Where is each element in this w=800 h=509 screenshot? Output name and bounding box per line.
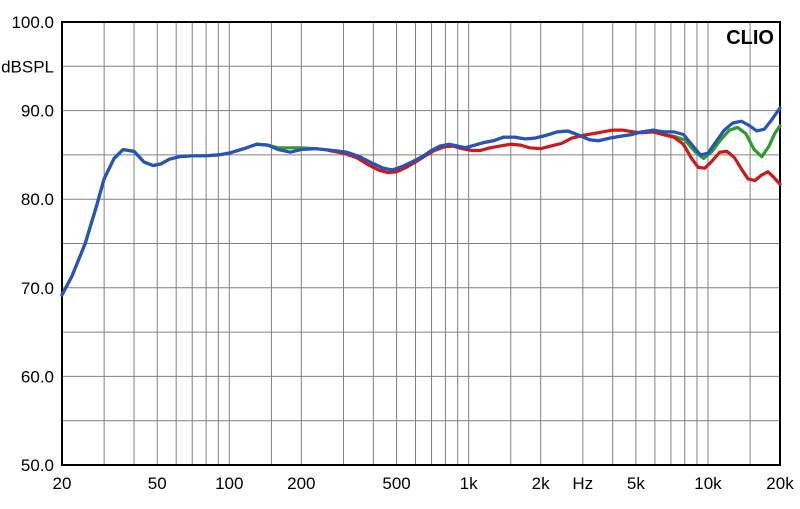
x-tick-label: 20 xyxy=(53,474,72,493)
y-tick-label: 90.0 xyxy=(21,102,54,121)
x-tick-label: 200 xyxy=(287,474,315,493)
y-tick-label: 70.0 xyxy=(21,279,54,298)
y-axis-unit: dBSPL xyxy=(1,57,54,76)
x-tick-label: 100 xyxy=(215,474,243,493)
brand-label: CLIO xyxy=(726,27,774,49)
x-axis-unit: Hz xyxy=(572,474,593,493)
x-tick-label: 1k xyxy=(460,474,478,493)
frequency-response-chart: 20 50 100 200 500 1k 2k 5k 10k 20k Hz 50.0 60.0 70.0 8… xyxy=(0,0,800,509)
y-tick-label: 60.0 xyxy=(21,367,54,386)
x-tick-label: 500 xyxy=(382,474,410,493)
x-tick-label: 2k xyxy=(532,474,550,493)
y-tick-label: 100.0 xyxy=(11,13,54,32)
y-tick-label: 80.0 xyxy=(21,190,54,209)
x-tick-label: 10k xyxy=(694,474,722,493)
x-tick-label: 50 xyxy=(148,474,167,493)
x-tick-label: 5k xyxy=(627,474,645,493)
x-tick-label: 20k xyxy=(766,474,794,493)
y-tick-label: 50.0 xyxy=(21,456,54,475)
